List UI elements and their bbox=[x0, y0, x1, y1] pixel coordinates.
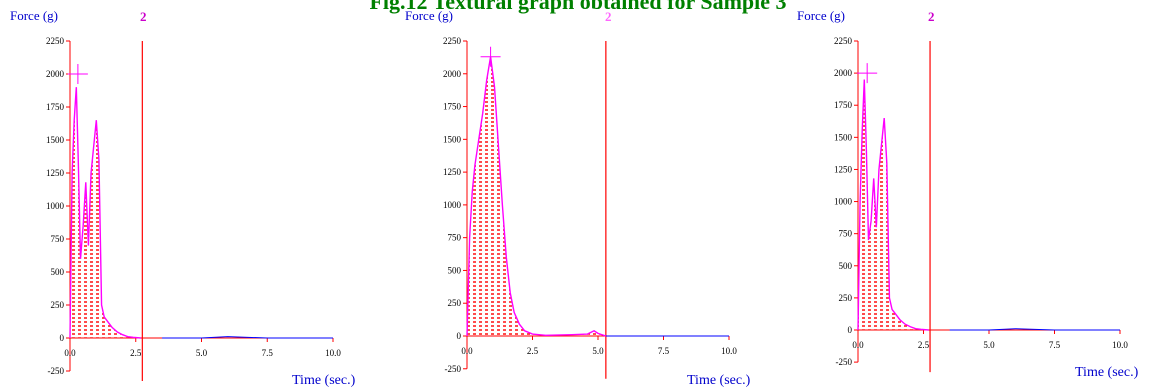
chart-panel-3: -250 0 250 500 750 1000 1250 1500 1750 2000 2250 0.… bbox=[790, 0, 1156, 390]
marker-label: 2 bbox=[928, 9, 935, 24]
y-tick-label: -250 bbox=[445, 364, 462, 374]
x-tick-label: 7.5 bbox=[658, 346, 670, 356]
y-tick-label: 2250 bbox=[834, 36, 853, 46]
y-tick-label: 0 bbox=[60, 333, 65, 343]
y-tick-label: 1250 bbox=[834, 164, 853, 174]
y-axis-label: Force (g) bbox=[10, 8, 58, 23]
y-tick-label: 250 bbox=[448, 298, 462, 308]
y-tick-label: 500 bbox=[839, 261, 853, 271]
y-tick-label: 1250 bbox=[443, 167, 462, 177]
y-tick-label: 250 bbox=[839, 293, 853, 303]
y-tick-label: 1000 bbox=[46, 201, 65, 211]
x-tick-label: 7.5 bbox=[262, 348, 274, 358]
y-axis-label: Force (g) bbox=[797, 8, 845, 23]
y-tick-label: -250 bbox=[836, 357, 853, 367]
chart-3-svg: -250 0 250 500 750 1000 1250 1500 1750 2000 2250 0.… bbox=[797, 8, 1139, 380]
y-tick-label: 1500 bbox=[834, 132, 853, 142]
y-tick-label: 500 bbox=[51, 267, 65, 277]
force-curve-tail bbox=[162, 336, 333, 339]
y-tick-label: 2000 bbox=[46, 69, 65, 79]
x-tick-label: 10.0 bbox=[325, 348, 341, 358]
y-tick-label: 750 bbox=[839, 229, 853, 239]
y-tick-label: 0 bbox=[848, 325, 853, 335]
force-curve bbox=[857, 79, 929, 331]
marker-label: 2 bbox=[605, 9, 612, 24]
y-tick-label: 2250 bbox=[46, 36, 65, 46]
y-tick-label: 1250 bbox=[46, 168, 65, 178]
x-tick-label: 2.5 bbox=[527, 346, 539, 356]
x-axis-label: Time (sec.) bbox=[292, 373, 356, 388]
force-curve bbox=[466, 56, 607, 337]
x-tick-label: 0.0 bbox=[64, 348, 76, 358]
x-axis-label: Time (sec.) bbox=[1075, 365, 1139, 380]
x-axis-label: Time (sec.) bbox=[687, 373, 751, 388]
x-tick-label: 7.5 bbox=[1049, 340, 1061, 350]
figure-title: Fig.12 Textural graph obtained for Sampl… bbox=[369, 0, 787, 14]
hatched-area bbox=[467, 56, 606, 336]
marker-label: 2 bbox=[140, 9, 147, 24]
y-tick-label: 1750 bbox=[443, 102, 462, 112]
y-tick-label: 2000 bbox=[834, 68, 853, 78]
y-tick-label: 1000 bbox=[834, 197, 853, 207]
y-tick-label: 750 bbox=[448, 233, 462, 243]
y-tick-label: 0 bbox=[457, 331, 462, 341]
x-tick-label: 5.0 bbox=[983, 340, 995, 350]
y-tick-label: 1750 bbox=[46, 102, 65, 112]
x-tick-label: 10.0 bbox=[721, 346, 737, 356]
y-tick-label: -250 bbox=[48, 366, 65, 376]
y-tick-label: 1500 bbox=[46, 135, 65, 145]
y-tick-label: 1750 bbox=[834, 100, 853, 110]
y-tick-label: 500 bbox=[448, 265, 462, 275]
y-tick-label: 2250 bbox=[443, 36, 462, 46]
y-tick-label: 1500 bbox=[443, 134, 462, 144]
x-tick-label: 5.0 bbox=[196, 348, 208, 358]
y-tick-label: 1000 bbox=[443, 200, 462, 210]
y-tick-label: 750 bbox=[51, 234, 65, 244]
chart-panel-2: -250 0 250 500 750 1000 1250 1500 1750 2000 2250 0.… bbox=[395, 0, 785, 390]
force-curve-tail bbox=[949, 328, 1120, 331]
x-tick-label: 0.0 bbox=[461, 346, 473, 356]
chart-1-svg: -250 0 250 500 750 1000 1250 1500 1750 2000 2250 0.… bbox=[10, 8, 356, 388]
x-tick-label: 5.0 bbox=[592, 346, 604, 356]
y-tick-label: 2000 bbox=[443, 69, 462, 79]
chart-2-svg: -250 0 250 500 750 1000 1250 1500 1750 2000 2250 0.… bbox=[405, 8, 751, 388]
y-axis-label: Force (g) bbox=[405, 8, 453, 23]
x-tick-label: 2.5 bbox=[918, 340, 930, 350]
x-tick-label: 0.0 bbox=[852, 340, 864, 350]
y-tick-label: 250 bbox=[51, 300, 65, 310]
force-curve bbox=[69, 87, 142, 339]
x-tick-label: 10.0 bbox=[1112, 340, 1128, 350]
hatched-area bbox=[70, 87, 143, 338]
hatched-area bbox=[858, 79, 931, 331]
x-tick-label: 2.5 bbox=[130, 348, 142, 358]
chart-panel-1: -250 0 250 500 750 1000 1250 1500 1750 2000 2250 0.… bbox=[0, 0, 370, 390]
